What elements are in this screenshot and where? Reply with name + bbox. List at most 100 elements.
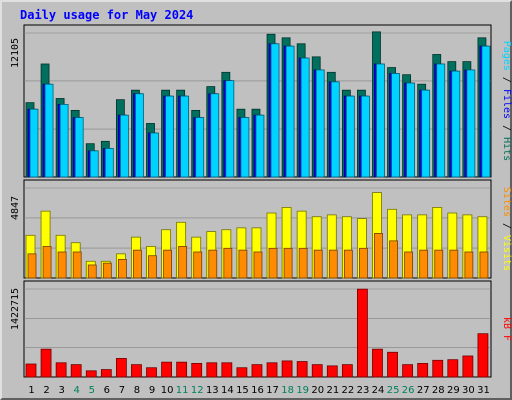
pages-bar [165,95,174,178]
pages-bar [44,83,54,178]
x-tick-label: 20 [311,385,324,396]
pages-bar [255,114,265,178]
sites-bar [238,249,248,279]
x-tick-label: 2 [43,385,49,396]
kbytes-bar [387,351,398,378]
y-axis-label: Sites / Visits [501,187,512,271]
kbytes-bar [326,365,338,378]
kbytes-bar [432,359,444,378]
pages-bar [376,63,385,178]
x-tick-label: 8 [134,385,140,396]
pages-bar [89,150,99,178]
pages-bar [104,148,114,178]
kbytes-bar [221,362,233,378]
kbytes-bar [357,288,368,378]
x-tick-label: 30 [462,385,475,396]
sites-bar [328,249,338,279]
sites-bar [102,262,112,279]
kbytes-bar [131,364,142,378]
sites-bar [343,249,353,279]
chart-panel-1: 12105 Pages / Files / Hits [10,24,512,178]
y-axis-label: kB F [501,317,512,341]
kbytes-bar [25,363,37,378]
pages-bar [29,108,39,178]
sites-bar [117,259,127,279]
x-axis: 1 2 3 4 5 6 7 8 9 10 11 12 13 14 15 16 17 18 19 20 21 22 23 24 2… [28,385,489,396]
pages-bar [451,70,461,178]
sites-bar [419,249,429,279]
sites-bar [313,249,323,279]
x-tick-label: 7 [119,385,125,396]
pages-bar [315,69,325,178]
pages-bar [240,117,250,178]
sites-bar [479,251,489,279]
sites-bar [253,251,263,279]
kbytes-bar [477,333,489,378]
kbytes-bar [191,362,203,378]
sites-bar [133,249,142,279]
kbytes-bar [70,364,82,378]
pages-bar [119,114,129,178]
pages-bar [150,132,159,178]
sites-bar [148,255,157,279]
kbytes-bar [372,348,383,378]
sites-bar [374,233,383,279]
sites-bar [298,247,308,279]
pages-bar [406,82,416,178]
pages-bar [345,95,355,178]
pages-bar [330,81,340,178]
y-max-label: 12105 [10,38,21,68]
sites-bar [389,240,398,279]
x-tick-label: 1 [28,385,34,396]
kbytes-bar [462,355,474,378]
pages-bar [74,117,84,178]
x-tick-label: 29 [447,385,460,396]
sites-bar [359,247,368,279]
kbytes-bar [100,369,112,378]
y-axis-label-part: kB F [501,317,512,341]
pages-bar [391,73,400,178]
kbytes-bar [281,360,293,378]
x-tick-label: 19 [296,385,309,396]
chart-panel-2: 4847 Sites / Visits [10,179,512,279]
sites-bar [27,253,37,279]
pages-bar [59,104,69,178]
kbytes-bar [40,348,52,378]
sites-bar [208,249,218,279]
sites-bar [163,249,172,279]
sites-bar [223,247,233,279]
sites-bar [404,251,414,279]
x-tick-label: 15 [236,385,249,396]
kbytes-bar [236,367,248,378]
chart-panels: 12105 Pages / Files / Hits 4847 Sites / Vis… [10,24,512,396]
pages-bar [195,117,205,178]
pages-bar [180,95,190,178]
kbytes-bar [85,370,97,378]
x-tick-label: 22 [342,385,355,396]
y-axis-label: Pages / Files / Hits [501,41,512,161]
x-tick-label: 16 [251,385,264,396]
x-tick-label: 25 [387,385,400,396]
pages-bar [466,69,476,178]
kbytes-bar [341,364,353,378]
y-axis-label-part: Hits [501,137,512,161]
pages-bar [421,89,431,178]
kbytes-bar [146,367,157,378]
plot-area [23,280,492,378]
pages-bar [361,95,370,178]
y-axis-label-part: Visits [501,235,512,271]
x-tick-label: 11 [176,385,189,396]
x-tick-label: 24 [372,385,385,396]
y-axis-label-part: Files [501,89,512,119]
pages-bar [285,45,295,178]
sites-bar [57,251,67,279]
x-tick-label: 21 [326,385,339,396]
kbytes-bar [311,364,323,378]
sites-bar [193,251,203,279]
x-tick-label: 17 [266,385,279,396]
x-tick-label: 12 [191,385,204,396]
kbytes-bar [266,362,278,378]
sites-bar [178,246,188,279]
pages-bar [225,80,235,178]
